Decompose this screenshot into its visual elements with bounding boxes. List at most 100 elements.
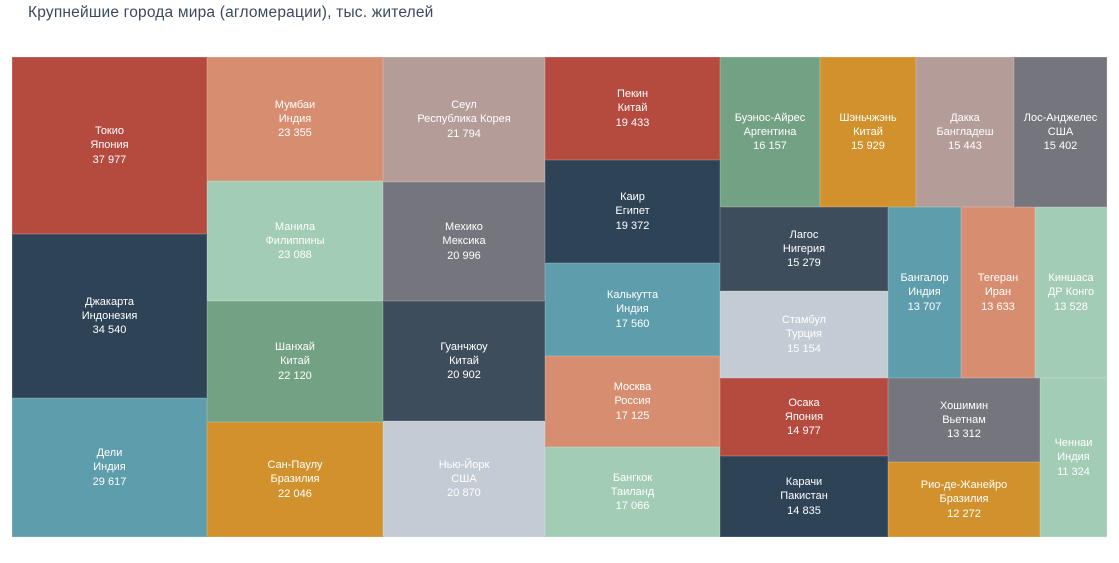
- cell-city: Каир: [620, 191, 645, 204]
- treemap-cell[interactable]: Манила Филиппины 23 088: [207, 181, 383, 301]
- treemap-cell[interactable]: Сеул Республика Корея 21 794: [383, 57, 545, 182]
- treemap-cell[interactable]: Джакарта Индонезия 34 540: [12, 234, 207, 398]
- cell-country: Япония: [90, 139, 129, 152]
- treemap-cell[interactable]: Дели Индия 29 617: [12, 398, 207, 537]
- cell-label: Бангалор Индия 13 707: [898, 269, 950, 316]
- treemap-cell[interactable]: Буэнос-Айрес Аргентина 16 157: [720, 57, 820, 207]
- cell-country: США: [451, 472, 477, 485]
- cell-city: Гуанчжоу: [440, 340, 488, 353]
- cell-city: Мехико: [445, 221, 483, 234]
- treemap-cell[interactable]: Бангалор Индия 13 707: [888, 207, 961, 378]
- cell-city: Токио: [94, 125, 125, 138]
- cell-label: Токио Япония 37 977: [88, 122, 130, 169]
- cell-city: Шэньчжэнь: [839, 111, 897, 124]
- cell-label: Хошимин Вьетнам 13 312: [938, 397, 990, 444]
- treemap-cell[interactable]: Ченнаи Индия 11 324: [1040, 378, 1107, 537]
- treemap-cell[interactable]: Каир Египет 19 372: [545, 160, 720, 263]
- cell-city: Бангалор: [900, 272, 949, 285]
- cell-value: 14 977: [787, 425, 821, 438]
- cell-city: Шанхай: [275, 341, 315, 354]
- cell-label: Стамбул Турция 15 154: [780, 311, 828, 358]
- cell-label: Дели Индия 29 617: [91, 444, 129, 491]
- cell-label: Пекин Китай 19 433: [614, 85, 652, 132]
- cell-city: Дакка: [950, 111, 980, 124]
- cell-country: Республика Корея: [417, 113, 511, 126]
- cell-value: 20 902: [447, 369, 481, 382]
- cell-label: Манила Филиппины 23 088: [263, 218, 326, 265]
- cell-value: 17 560: [615, 317, 650, 330]
- treemap-cell[interactable]: Шанхай Китай 22 120: [207, 301, 383, 422]
- cell-country: Таиланд: [610, 485, 655, 498]
- cell-country: Нигерия: [782, 242, 826, 255]
- cell-country: ДР Конго: [1047, 286, 1095, 299]
- cell-value: 22 046: [278, 487, 312, 500]
- cell-value: 15 402: [1043, 140, 1078, 153]
- treemap-cell[interactable]: Стамбул Турция 15 154: [720, 291, 888, 378]
- treemap-cell[interactable]: Сан-Паулу Бразилия 22 046: [207, 422, 383, 537]
- cell-value: 19 433: [615, 116, 650, 129]
- cell-city: Рио-де-Жанейро: [920, 479, 1008, 492]
- cell-country: Индия: [93, 461, 126, 474]
- treemap-cell[interactable]: Москва Россия 17 125: [545, 356, 720, 447]
- cell-label: Шанхай Китай 22 120: [273, 338, 317, 385]
- cell-label: Лагос Нигерия 15 279: [781, 226, 827, 273]
- cell-value: 13 707: [907, 300, 942, 313]
- cell-label: Каир Египет 19 372: [613, 188, 651, 235]
- treemap-cell[interactable]: Карачи Пакистан 14 835: [720, 456, 888, 537]
- cell-city: Осака: [788, 396, 820, 409]
- treemap-cell[interactable]: Тегеран Иран 13 633: [961, 207, 1035, 378]
- treemap-cell[interactable]: Мумбаи Индия 23 355: [207, 57, 383, 181]
- cell-country: Иран: [984, 286, 1012, 299]
- cell-city: Тегеран: [977, 272, 1019, 285]
- treemap-cell[interactable]: Калькутта Индия 17 560: [545, 263, 720, 356]
- cell-city: Манила: [274, 220, 316, 233]
- cell-label: Москва Россия 17 125: [612, 378, 654, 425]
- cell-value: 13 633: [981, 300, 1015, 313]
- cell-value: 11 324: [1057, 465, 1090, 478]
- cell-value: 21 794: [447, 127, 481, 140]
- cell-value: 15 154: [787, 342, 821, 355]
- treemap-cell[interactable]: Шэньчжэнь Китай 15 929: [820, 57, 916, 207]
- cell-label: Ченнаи Индия 11 324: [1053, 434, 1095, 481]
- cell-country: Китай: [853, 125, 883, 138]
- cell-country: Мексика: [442, 235, 486, 248]
- cell-city: Хошимин: [939, 399, 989, 412]
- treemap-cell[interactable]: Гуанчжоу Китай 20 902: [383, 301, 545, 421]
- cell-country: Бангладеш: [936, 125, 994, 138]
- treemap-cell[interactable]: Лос-Анджелес США 15 402: [1014, 57, 1107, 207]
- cell-city: Буэнос-Айрес: [734, 111, 806, 124]
- cell-country: Индия: [908, 286, 941, 299]
- cell-value: 14 835: [787, 504, 821, 517]
- treemap-cell[interactable]: Мехико Мексика 20 996: [383, 182, 545, 301]
- cell-label: Нью-Йорк США 20 870: [437, 456, 492, 503]
- cell-label: Шэньчжэнь Китай 15 929: [837, 109, 898, 156]
- cell-value: 37 977: [92, 153, 127, 166]
- cell-label: Лос-Анджелес США 15 402: [1022, 109, 1099, 156]
- cell-label: Мехико Мексика 20 996: [440, 218, 487, 265]
- cell-city: Джакарта: [84, 295, 134, 308]
- cell-value: 23 088: [278, 249, 312, 262]
- cell-city: Мумбаи: [274, 98, 316, 111]
- cell-country: Филиппины: [265, 234, 325, 247]
- cell-value: 22 120: [278, 369, 312, 382]
- cell-value: 29 617: [92, 475, 127, 488]
- treemap-cell[interactable]: Хошимин Вьетнам 13 312: [888, 378, 1040, 462]
- cell-country: США: [1047, 125, 1074, 138]
- treemap-cell[interactable]: Бангкок Таиланд 17 066: [545, 447, 720, 537]
- cell-country: Япония: [784, 410, 824, 423]
- cell-value: 20 870: [447, 487, 481, 500]
- treemap-cell[interactable]: Токио Япония 37 977: [12, 57, 207, 234]
- cell-value: 15 443: [948, 140, 982, 153]
- treemap-cell[interactable]: Рио-де-Жанейро Бразилия 12 272: [888, 462, 1040, 537]
- treemap-cell[interactable]: Осака Япония 14 977: [720, 378, 888, 456]
- cell-city: Бангкок: [612, 471, 653, 484]
- cell-value: 23 355: [278, 127, 312, 140]
- treemap-cell[interactable]: Лагос Нигерия 15 279: [720, 207, 888, 291]
- treemap-cell[interactable]: Пекин Китай 19 433: [545, 57, 720, 160]
- cell-city: Лос-Анджелес: [1023, 111, 1098, 124]
- cell-value: 17 066: [615, 500, 650, 513]
- treemap-cell[interactable]: Нью-Йорк США 20 870: [383, 421, 545, 537]
- chart-title: Крупнейшие города мира (агломерации), ты…: [28, 4, 434, 21]
- treemap-cell[interactable]: Киншаса ДР Конго 13 528: [1035, 207, 1107, 378]
- treemap-cell[interactable]: Дакка Бангладеш 15 443: [916, 57, 1014, 207]
